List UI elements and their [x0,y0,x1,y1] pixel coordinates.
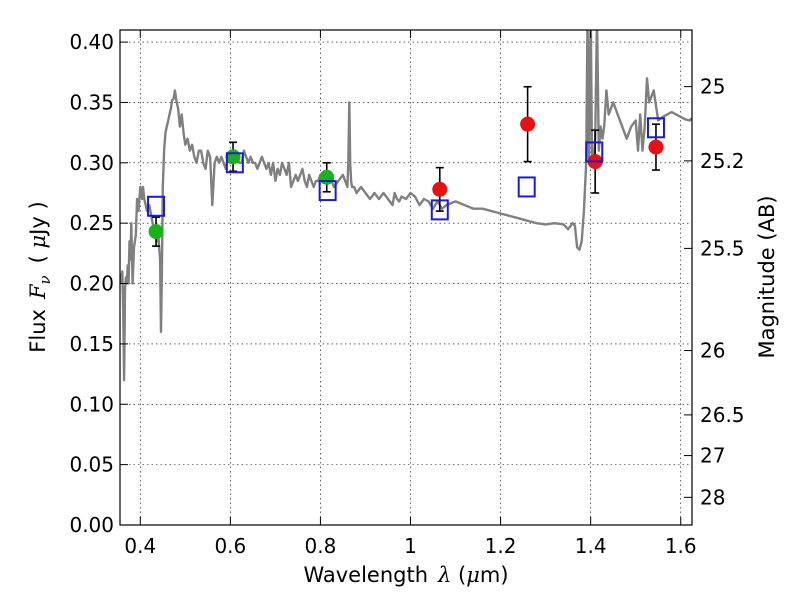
data-points-layer [147,85,665,247]
measured-photometry-point [520,116,536,132]
y-tick-label: 0.00 [69,513,114,537]
x-label-unit-open: ( [451,563,466,587]
y-tick-label: 0.35 [69,90,114,114]
y-axis-label: Flux Fν ( μJy ) [26,201,54,352]
y-label-subscript: ν [36,275,54,284]
y-tick-label: 0.30 [69,151,114,175]
y-label-unit-mu: μ [26,235,50,249]
y2-tick-label: 28 [700,485,725,509]
y2-tick-label: 26.5 [700,403,745,427]
y-tick-label: 0.15 [69,332,114,356]
x-label-symbol: λ [437,563,451,587]
y-label-symbol: F [26,283,50,300]
y-tick-label: 0.05 [69,453,114,477]
y-tick-label: 0.20 [69,272,114,296]
model-photometry-square [430,199,449,221]
y2-tick-label: 25 [700,75,725,99]
x-label-unit-mu: μ [466,563,480,587]
x-tick-label: 0.4 [124,534,156,558]
y-tick-label: 0.10 [69,392,114,416]
y2-tick-label: 27 [700,444,725,468]
model-photometry-square [318,180,337,202]
plot-frame [119,29,693,526]
y2-axis-label: Magnitude (AB) [755,195,779,358]
model-photometry-square [225,152,244,174]
x-axis-label: Wavelength λ (μm) [303,563,508,587]
measured-photometry-point [319,169,335,185]
axis-ticks [120,30,692,526]
x-tick-label: 0.6 [214,534,246,558]
model-photometry-square [646,117,665,139]
y2-tick-label: 25.2 [700,149,745,173]
y-tick-label: 0.40 [69,30,114,54]
axis-tick-labels: 0.4 0.6 0.8 1 1.2 1.4 1.6 0.00 0.05 0.10 0.15 0.20 0… [69,30,744,558]
x-tick-label: 1.2 [485,534,517,558]
y-label-prefix: Flux [26,309,50,353]
x-tick-label: 1 [404,534,417,558]
x-label-prefix: Wavelength [303,563,428,587]
model-photometry-square [585,141,604,163]
x-tick-label: 1.4 [575,534,607,558]
x-tick-label: 0.8 [305,534,337,558]
model-photometry-square [147,195,166,217]
model-photometry-square [517,176,536,198]
y2-tick-label: 25.5 [700,236,745,260]
y-tick-label: 0.25 [69,211,114,235]
y-label-unit-open: ( [26,248,50,263]
measured-photometry-point [432,181,448,197]
x-label-unit-rest: m) [480,563,509,587]
measured-photometry-point [148,224,164,240]
y2-tick-label: 26 [700,339,725,363]
x-tick-label: 1.6 [665,534,697,558]
y-label-unit-rest: Jy ) [26,201,50,237]
measured-photometry-point [648,139,664,155]
